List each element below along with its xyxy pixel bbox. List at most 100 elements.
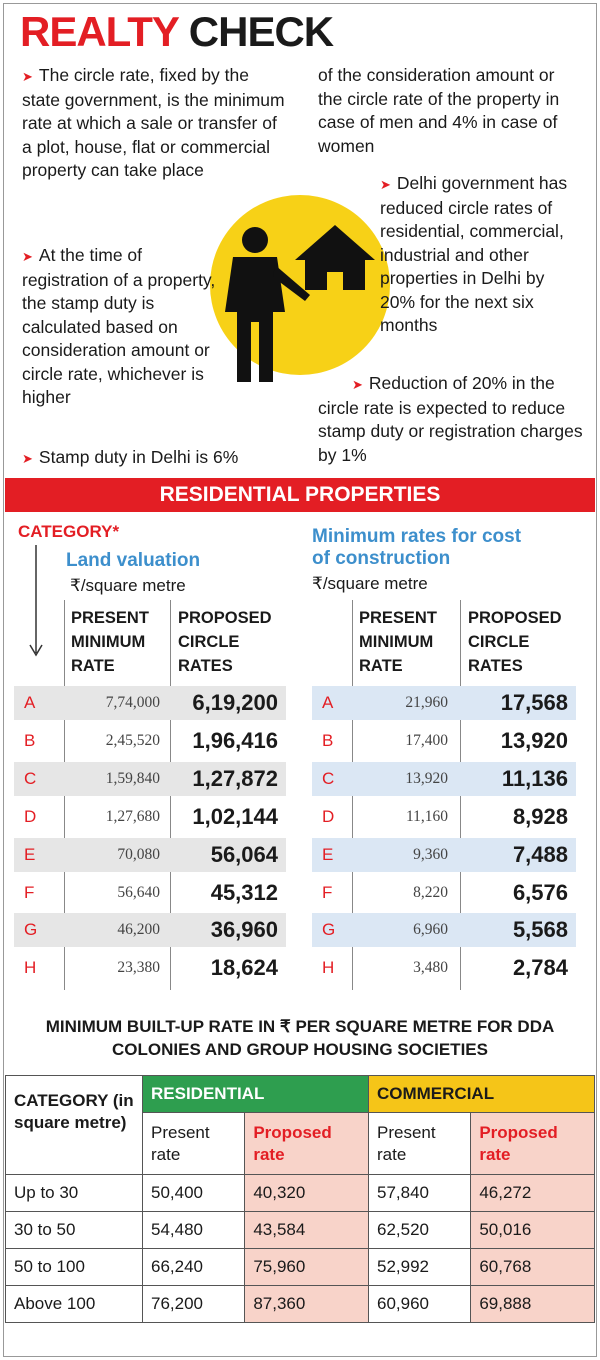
present-rate: 6,960 <box>413 921 448 939</box>
row-category: A <box>24 693 36 712</box>
bullet: ➤ Reduction of 20% in the circle rate is … <box>318 373 583 465</box>
bullet-text: At the time of registration of a propert… <box>22 245 216 407</box>
construction-title: Minimum rates for cost of construction <box>312 526 522 569</box>
row-category: H <box>322 958 335 978</box>
proposed-rate: 6,576 <box>512 879 568 905</box>
rate-cell: 62,520 <box>367 1211 472 1249</box>
row-category: A <box>322 693 334 712</box>
subheader: Present rate <box>141 1112 246 1175</box>
title: REALTY CHECK <box>20 8 334 56</box>
column-header: PRESENT MINIMUM RATE <box>359 609 437 675</box>
proposed-rate: 1,02,144 <box>192 803 278 829</box>
rate-cell: 60,768 <box>470 1248 595 1286</box>
proposed-rate: 1,27,872 <box>192 765 278 791</box>
row-category: D <box>24 806 37 826</box>
row-category: D <box>322 806 335 826</box>
proposed-rate: 36,960 <box>210 917 278 943</box>
present-rate: 2,45,520 <box>105 731 160 749</box>
bullet-text: Stamp duty in Delhi is 6% <box>38 447 239 467</box>
row-shade <box>312 913 576 948</box>
title-black: CHECK <box>188 8 334 55</box>
rate-cell: 60,960 <box>367 1285 472 1323</box>
row-category: F <box>322 882 333 902</box>
present-rate: 9,360 <box>413 845 448 863</box>
group-header: COMMERCIAL <box>367 1075 596 1113</box>
proposed-rate: 18,624 <box>210 955 278 981</box>
proposed-rate: 8,928 <box>512 803 568 829</box>
rate-cell: 50,016 <box>470 1211 595 1249</box>
column-header: PRESENT MINIMUM RATE <box>71 609 149 675</box>
rate-cell: 46,272 <box>470 1174 595 1212</box>
construction-unit: ₹/square metre <box>312 574 428 593</box>
proposed-rate: 1,96,416 <box>192 727 278 753</box>
bullet-text: Delhi government has reduced circle rate… <box>380 173 568 335</box>
row-shade <box>312 837 576 872</box>
row-category: C <box>322 768 335 788</box>
present-rate: 1,27,680 <box>105 807 160 825</box>
rate-cell: 52,992 <box>367 1248 472 1286</box>
row-category: E <box>322 844 334 864</box>
present-rate: 70,080 <box>117 845 160 863</box>
proposed-rate: 6,19,200 <box>192 690 278 715</box>
present-rate: 46,200 <box>117 921 160 939</box>
group-header: RESIDENTIAL <box>142 1075 369 1113</box>
category-cell: 30 to 50 <box>5 1211 143 1249</box>
frame <box>3 3 597 1357</box>
rate-cell: 66,240 <box>141 1248 246 1286</box>
row-category: H <box>24 958 37 978</box>
land-title: Land valuation <box>66 550 201 571</box>
present-rate: 1,59,840 <box>105 769 160 787</box>
row-category: G <box>322 920 336 940</box>
proposed-rate: 5,568 <box>512 917 568 943</box>
proposed-rate: 56,064 <box>210 841 278 867</box>
rate-cell: 76,200 <box>141 1285 246 1323</box>
row-shade <box>14 913 286 948</box>
proposed-rate: 45,312 <box>210 879 278 905</box>
rate-cell: 75,960 <box>244 1248 369 1286</box>
rate-cell: 43,584 <box>244 1211 369 1249</box>
house-icon <box>295 225 375 290</box>
row-category: F <box>24 882 35 902</box>
proposed-rate: 11,136 <box>501 765 568 791</box>
rate-cell: 54,480 <box>141 1211 246 1249</box>
bullet: ➤ Delhi government has reduced circle rat… <box>380 173 568 335</box>
header-row: CATEGORY (in square metre) RESIDENTIAL COM… <box>5 1075 596 1175</box>
subheader: Proposed rate <box>470 1112 595 1175</box>
land-unit: ₹/square metre <box>70 576 186 595</box>
present-rate: 23,380 <box>117 959 160 977</box>
arrow <box>29 545 43 657</box>
data-row: 50 to 100 66,240 75,960 52,992 60,768 <box>5 1248 595 1286</box>
rate-cell: 57,840 <box>367 1174 472 1212</box>
row-shade <box>14 761 286 796</box>
present-rate: 13,920 <box>405 769 448 787</box>
present-rate: 11,160 <box>405 807 448 825</box>
category-cell: Up to 30 <box>5 1174 143 1212</box>
rate-cell: 69,888 <box>470 1285 595 1323</box>
arrow-line <box>29 545 43 657</box>
data-row: 30 to 50 54,480 43,584 62,520 50,016 <box>5 1211 595 1249</box>
proposed-rate: 13,920 <box>500 727 568 753</box>
row-category: E <box>24 844 36 864</box>
row-shade <box>312 761 576 796</box>
banner: RESIDENTIAL PROPERTIES <box>5 478 595 512</box>
present-rate: 8,220 <box>413 883 448 901</box>
category-cell: 50 to 100 <box>5 1248 143 1286</box>
present-rate: 3,480 <box>413 959 448 977</box>
subheader: Present rate <box>367 1112 472 1175</box>
bullet-text: Reduction of 20% in the circle rate is e… <box>318 373 583 465</box>
category-label: CATEGORY* <box>18 522 120 541</box>
category-cell: Above 100 <box>5 1285 143 1323</box>
person-head <box>242 227 268 253</box>
title-red: REALTY <box>20 8 179 55</box>
illustration <box>210 195 390 382</box>
present-rate: 56,640 <box>117 883 160 901</box>
proposed-rate: 7,488 <box>512 841 568 867</box>
row-shade <box>312 686 576 720</box>
present-rate: 21,960 <box>405 694 448 711</box>
bullet: ➤ Stamp duty in Delhi is 6% <box>22 447 239 467</box>
row-category: G <box>24 920 38 940</box>
row-category: B <box>24 730 36 750</box>
column-header: PROPOSED CIRCLE RATES <box>178 609 272 675</box>
present-rate: 17,400 <box>405 731 448 749</box>
